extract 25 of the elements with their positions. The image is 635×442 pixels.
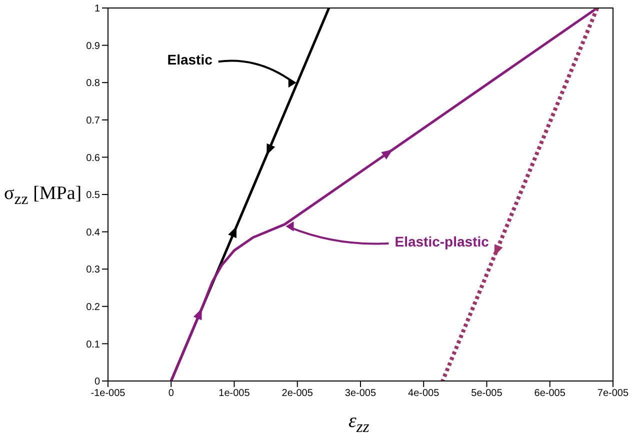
x-tick-label: 2e-005: [282, 388, 314, 400]
x-tick-label: 0: [168, 388, 174, 400]
x-tick-label: 1e-005: [218, 388, 250, 400]
text: Elastic-plastic: [394, 233, 490, 250]
y-tick-label: 0.1: [86, 339, 100, 350]
x-tick-label: 4e-005: [408, 388, 440, 400]
y-tick-label: 0.2: [86, 302, 100, 313]
y-tick-label: 0: [94, 376, 100, 388]
x-axis-title: ε$_{zz}$: [348, 410, 370, 437]
y-tick-label: 1: [94, 4, 100, 15]
y-axis-title: σ$_{zz}$ [MPa]: [4, 182, 82, 208]
y-tick-label: 0.6: [86, 152, 100, 164]
y-tick-label: 0.7: [86, 115, 100, 126]
y-tick-label: 0.8: [86, 78, 100, 90]
y-tick-label: 0.9: [86, 40, 100, 52]
y-tick-label: 0.3: [86, 264, 100, 276]
line-series: [170, 8, 598, 381]
x-tick-label: 6e-005: [534, 388, 566, 400]
x-tick-label: 7e-005: [597, 388, 630, 400]
x-tick-label: 5e-005: [471, 388, 503, 400]
x-tick-label: 3e-005: [344, 388, 377, 400]
y-tick-label: 0.5: [86, 190, 100, 202]
x-tick-label: -1e-005: [90, 388, 126, 400]
text: Elastic: [167, 52, 213, 68]
y-tick-label: 0.4: [86, 227, 100, 238]
